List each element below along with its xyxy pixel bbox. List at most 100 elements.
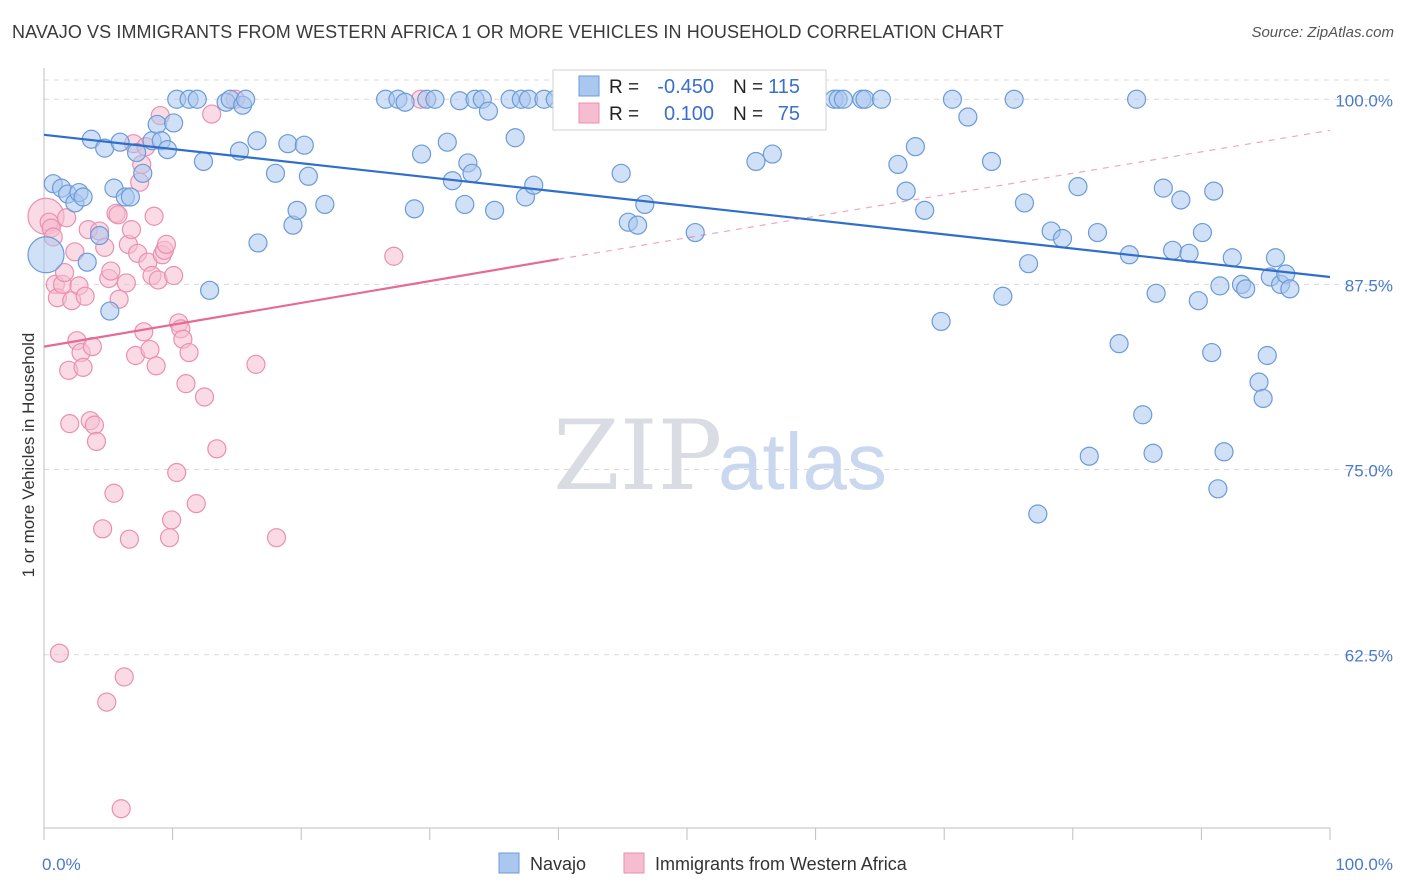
- legend-r-value-navajo: -0.450: [657, 76, 714, 98]
- navajo-point: [1236, 279, 1256, 299]
- navajo-point: [524, 175, 544, 195]
- navajo-point: [1014, 193, 1035, 213]
- legend-r-value-western-africa: 0.100: [664, 103, 714, 125]
- western-africa-point: [121, 220, 142, 240]
- navajo-point: [478, 101, 499, 121]
- navajo-point: [931, 311, 951, 332]
- navajo-point: [635, 194, 655, 215]
- y-tick-labels: 100.0% 87.5% 75.0% 62.5%: [1335, 91, 1393, 665]
- navajo-point: [746, 151, 766, 172]
- western-africa-point: [111, 799, 131, 819]
- x-tick-marks: [43, 828, 1331, 840]
- navajo-point: [73, 187, 93, 207]
- legend-r-label-navajo: R =: [609, 77, 639, 98]
- navajo-point: [120, 187, 141, 207]
- navajo-point: [611, 163, 631, 183]
- navajo-point: [1265, 248, 1286, 268]
- navajo-point: [1214, 442, 1234, 462]
- navajo-point: [248, 233, 268, 253]
- western-africa-point: [97, 692, 117, 712]
- legend-n-value-navajo: 115: [768, 76, 800, 98]
- western-africa-point: [108, 205, 128, 225]
- navajo-point: [1087, 222, 1108, 243]
- navajo-point: [77, 252, 97, 272]
- navajo-point: [437, 132, 457, 152]
- navajo-point: [1222, 248, 1242, 268]
- western-africa-point: [164, 265, 184, 286]
- western-africa-point: [73, 357, 93, 377]
- navajo-point: [1109, 334, 1129, 354]
- navajo-point: [1188, 291, 1208, 311]
- western-africa-point: [186, 494, 206, 514]
- navajo-point: [294, 135, 314, 155]
- navajo-point: [404, 199, 424, 219]
- navajo-point: [896, 181, 916, 201]
- navajo-point: [1018, 254, 1039, 274]
- navajo-point: [915, 200, 935, 220]
- y-axis-label: 1 or more Vehicles in Household: [19, 333, 38, 578]
- watermark-atlas: atlas: [718, 417, 887, 506]
- western-africa-point: [65, 242, 85, 262]
- navajo-point: [871, 89, 892, 109]
- source-credit: Source: ZipAtlas.com: [1251, 24, 1394, 41]
- western-africa-point: [104, 483, 124, 503]
- navajo-point: [193, 151, 214, 172]
- navajo-trend-line: [43, 133, 1331, 279]
- western-africa-point: [266, 528, 287, 548]
- navajo-point: [100, 301, 120, 321]
- western-africa-point: [144, 206, 164, 226]
- navajo-point: [833, 89, 853, 109]
- navajo-point: [1146, 283, 1166, 303]
- trend-lines: [43, 129, 1331, 348]
- navajo-point: [287, 200, 307, 220]
- navajo-point: [1208, 479, 1228, 499]
- legend-r-label-western-africa: R =: [609, 104, 639, 125]
- bottom-legend-label-navajo: Navajo: [530, 854, 586, 874]
- western-africa-point: [146, 356, 166, 376]
- x-tick-label: 100.0%: [1335, 855, 1393, 874]
- western-africa-point: [84, 415, 105, 435]
- navajo-point: [265, 163, 286, 183]
- navajo-point: [762, 144, 782, 164]
- x-tick-labels: 0.0% 100.0%: [42, 855, 1393, 874]
- navajo-point: [164, 113, 184, 133]
- correlation-legend: R = -0.450 N = 115 R = 0.100 N = 75: [552, 69, 827, 131]
- western-africa-point: [140, 339, 160, 360]
- navajo-point: [1280, 279, 1300, 299]
- navajo-point: [1210, 276, 1230, 296]
- navajo-point: [685, 222, 705, 243]
- western-africa-point: [179, 342, 199, 363]
- navajo-point: [89, 225, 110, 246]
- navajo-point: [1004, 89, 1024, 109]
- navajo-point: [1126, 89, 1147, 109]
- navajo-point: [1192, 222, 1213, 243]
- navajo-point: [1133, 405, 1153, 425]
- western-africa-point: [167, 462, 187, 483]
- chart-title: NAVAJO VS IMMIGRANTS FROM WESTERN AFRICA…: [12, 22, 1004, 42]
- navajo-point: [855, 89, 875, 109]
- bottom-legend-label-western-africa: Immigrants from Western Africa: [655, 854, 908, 874]
- grid-lines: [44, 79, 1392, 656]
- western-africa-point: [161, 510, 182, 530]
- legend-swatch-navajo: [578, 75, 600, 97]
- navajo-point: [888, 154, 908, 175]
- western-africa-point: [207, 439, 227, 459]
- western-africa-point: [159, 528, 180, 548]
- western-africa-point: [116, 273, 136, 293]
- western-africa-point: [176, 374, 196, 394]
- y-tick-label: 75.0%: [1345, 462, 1393, 481]
- navajo-point: [1179, 243, 1199, 263]
- navajo-point: [27, 236, 65, 274]
- series-legend: Navajo Immigrants from Western Africa: [498, 852, 908, 874]
- western-africa-point: [75, 286, 95, 306]
- western-africa-point: [114, 667, 134, 687]
- bottom-legend-swatch-navajo: [498, 852, 520, 874]
- western-africa-point: [49, 643, 70, 663]
- navajo-point: [1171, 190, 1191, 210]
- western-africa-point: [57, 208, 77, 228]
- series-western-africa-points: [27, 89, 431, 819]
- navajo-point: [236, 89, 256, 109]
- navajo-point: [981, 151, 1002, 172]
- navajo-point: [1202, 342, 1222, 363]
